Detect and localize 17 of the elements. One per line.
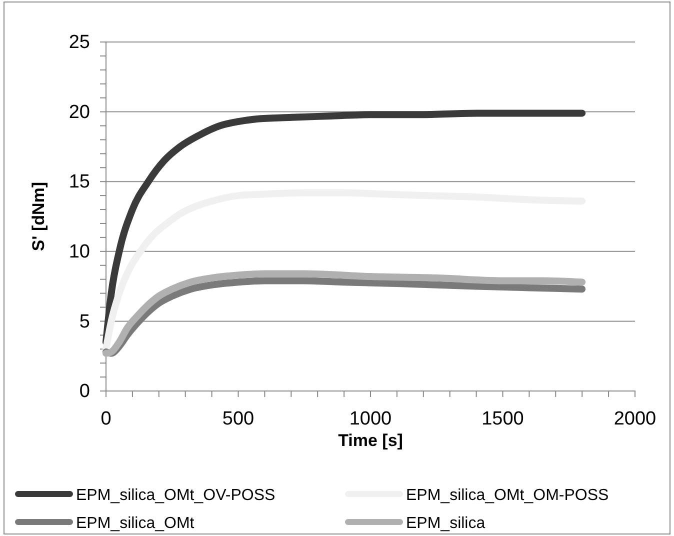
x-tick-label: 1500 (482, 408, 524, 430)
y-tick-label: 15 (68, 172, 90, 193)
x-tick-label: 2000 (614, 408, 656, 430)
legend-label: EPM_silica_OMt (76, 515, 195, 532)
y-tick-label: 0 (79, 381, 90, 402)
x-tick-label: 1000 (349, 408, 392, 430)
y-tick-label: 20 (68, 102, 90, 123)
y-axis-title: S' [dNm] (29, 182, 48, 252)
y-tick-label: 10 (68, 241, 90, 262)
y-tick-label: 25 (68, 32, 90, 54)
legend-label: EPM_silica_OMt_OV-POSS (76, 487, 276, 504)
y-tick-label: 5 (79, 311, 90, 332)
legend-label: EPM_silica (406, 515, 486, 532)
x-axis-title: Time [s] (338, 431, 403, 450)
legend-label: EPM_silica_OMt_OM-POSS (406, 487, 609, 504)
x-tick-label: 0 (100, 408, 112, 430)
x-tick-label: 500 (222, 408, 254, 430)
